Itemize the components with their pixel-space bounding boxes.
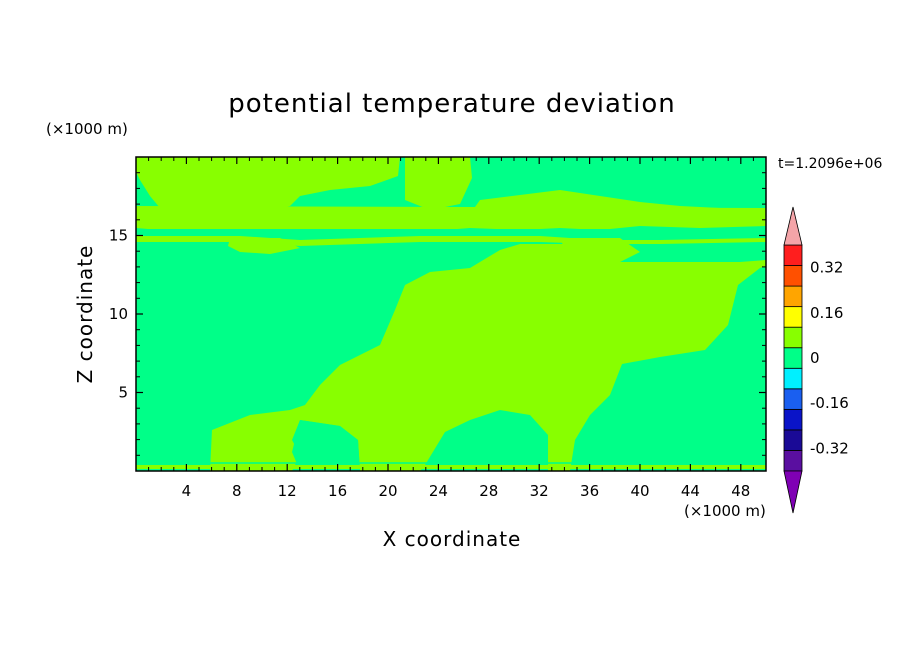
colorbar-swatch (783, 388, 803, 410)
x-tick-label: 20 (378, 482, 397, 500)
x-axis-label: X coordinate (383, 527, 522, 551)
colorbar-swatch (783, 326, 803, 349)
cool-strip-bottom (136, 462, 766, 464)
colorbar-label: 0 (810, 349, 820, 367)
x-tick-label: 4 (182, 482, 192, 500)
warm-blob-band-left (228, 238, 300, 254)
y-tick-label: 15 (109, 227, 128, 245)
colorbar-under-arrow (783, 470, 803, 514)
plot-area (136, 157, 766, 471)
colorbar: 0.32 0.16 0 -0.16 -0.32 (783, 206, 849, 514)
colorbar-swatch (783, 244, 803, 266)
y-axis-label: Z coordinate (73, 245, 97, 384)
colorbar-label: 0.32 (810, 259, 843, 277)
x-tick-label: 16 (328, 482, 347, 500)
y-unit-label: (×1000 m) (46, 120, 128, 138)
x-tick-label: 28 (479, 482, 498, 500)
x-axis-ticks: 4 8 12 16 20 24 28 32 36 40 44 48 (148, 157, 754, 500)
chart-title: potential temperature deviation (228, 89, 675, 119)
warm-region-top-middle (405, 157, 472, 210)
time-label: t=1.2096e+06 (778, 156, 882, 172)
x-tick-label: 40 (630, 482, 649, 500)
x-tick-label: 8 (232, 482, 242, 500)
x-tick-label: 12 (278, 482, 297, 500)
x-tick-label: 36 (580, 482, 599, 500)
warm-band-upper (136, 206, 766, 232)
colorbar-swatch (783, 408, 803, 431)
y-tick-label: 10 (109, 305, 128, 323)
warm-region-upper-left (136, 157, 400, 214)
colorbar-swatch (783, 265, 803, 287)
x-tick-label: 32 (530, 482, 549, 500)
x-tick-label: 48 (731, 482, 750, 500)
y-axis-ticks: 5 10 15 (109, 172, 766, 456)
colorbar-swatch (783, 429, 803, 451)
cool-streak-band (136, 229, 766, 233)
x-tick-label: 24 (429, 482, 448, 500)
cool-region-lower-left (292, 420, 360, 471)
colorbar-label: 0.16 (810, 304, 843, 322)
colorbar-swatch (783, 347, 803, 369)
colorbar-swatch (783, 450, 803, 472)
colorbar-swatch (783, 306, 803, 328)
colorbar-label: -0.32 (810, 439, 849, 457)
colorbar-over-arrow (783, 206, 803, 246)
colorbar-swatch (783, 367, 803, 390)
colorbar-label: -0.16 (810, 394, 849, 412)
x-tick-label: 44 (681, 482, 700, 500)
x-unit-label: (×1000 m) (684, 502, 766, 520)
y-tick-label: 5 (118, 384, 128, 402)
warm-plume-central (136, 244, 766, 471)
colorbar-swatch (783, 285, 803, 308)
